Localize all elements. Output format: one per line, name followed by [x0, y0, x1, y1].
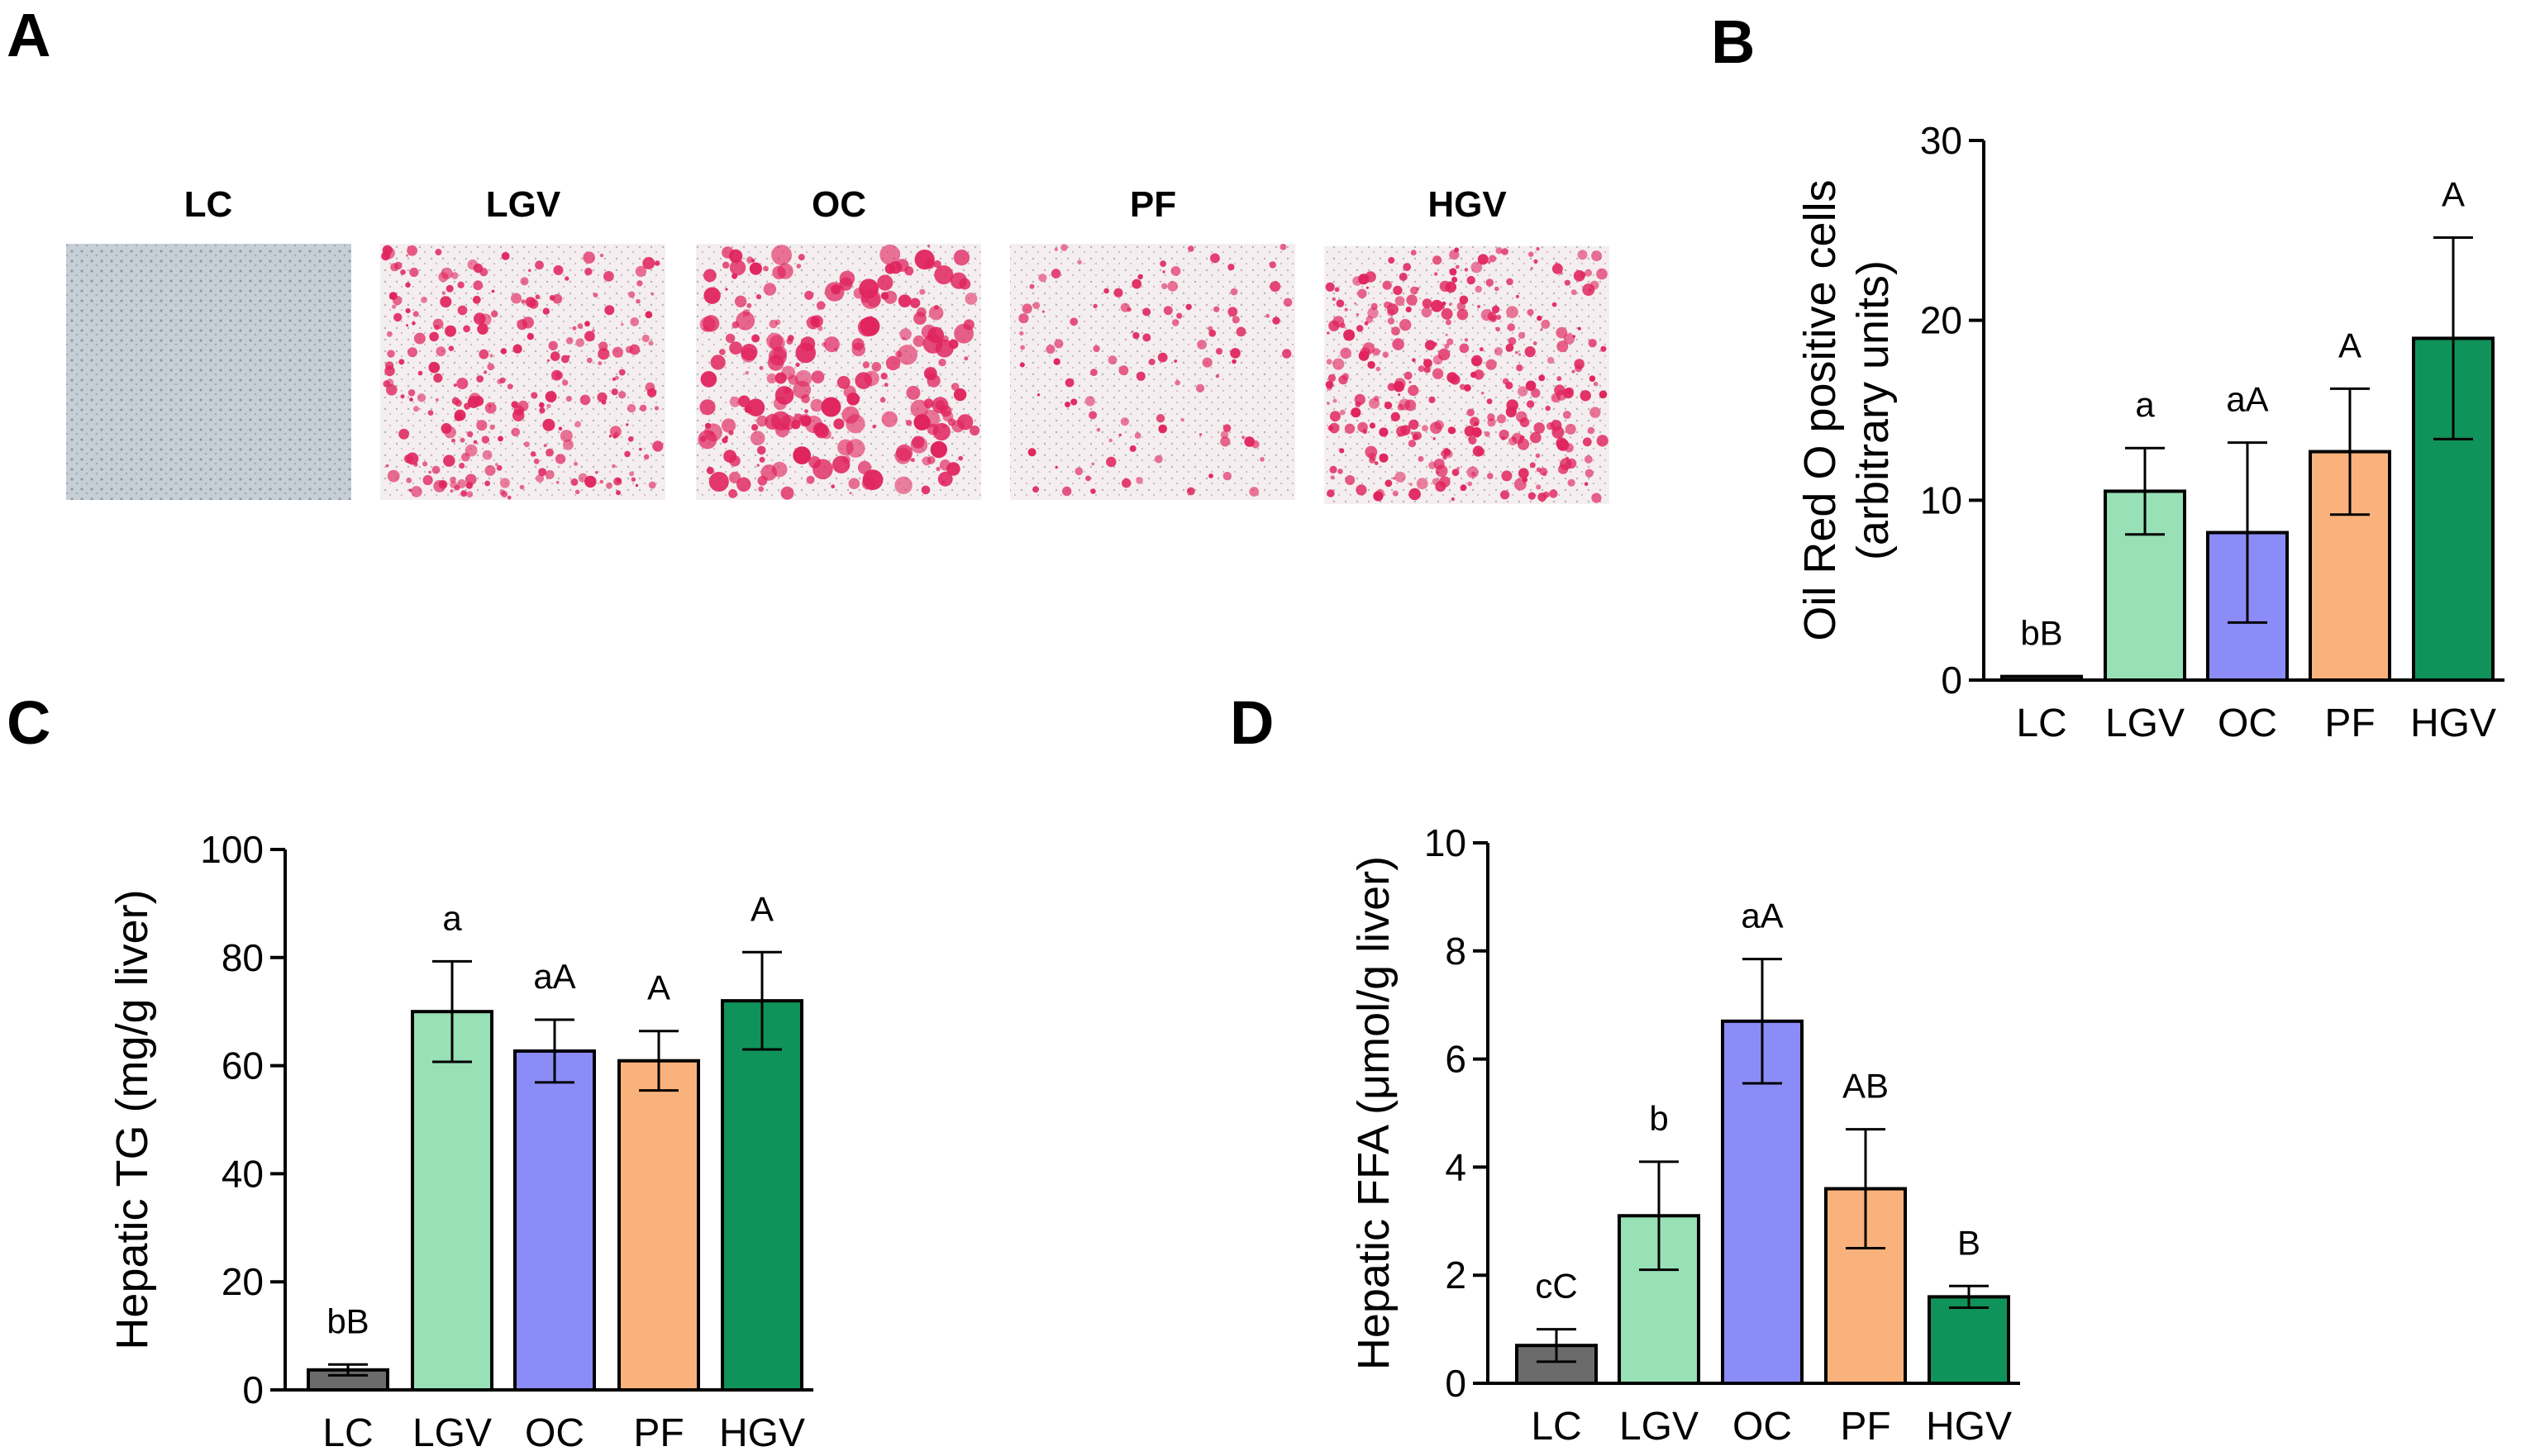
significance-label: A [647, 968, 670, 1007]
panel-letter-a: A [7, 1, 50, 69]
y-tick-label: 6 [1445, 1038, 1466, 1081]
micrograph-label-lc: LC [184, 184, 233, 225]
significance-label: A [2442, 175, 2465, 214]
chart-c: 0 20 40 60 80 100 Hepatic TG (mg/g liver) bB LC a… [107, 828, 813, 1455]
panel-letter-c: C [7, 688, 50, 757]
panel-letter-b: B [1711, 7, 1755, 76]
significance-label: aA [533, 957, 575, 996]
bar-lc [2000, 674, 2083, 683]
y-tick-label: 0 [1941, 659, 1962, 702]
x-category-label: LGV [2105, 702, 2185, 745]
significance-label: B [1957, 1223, 1980, 1262]
significance-label: bB [326, 1301, 369, 1340]
x-category-label: HGV [1926, 1405, 2012, 1449]
x-category-label: HGV [2410, 702, 2496, 745]
y-axis-title: Hepatic FFA (μmol/g liver) [1349, 856, 1399, 1370]
y-tick-label: 0 [1445, 1362, 1466, 1405]
y-tick-label: 20 [222, 1260, 264, 1303]
y-tick-label: 0 [242, 1368, 264, 1411]
bar-hgv [721, 999, 803, 1392]
micrograph-oc [696, 244, 981, 500]
significance-label: aA [2226, 380, 2268, 419]
x-category-label: OC [2218, 702, 2277, 745]
y-tick-label: 100 [200, 828, 264, 871]
x-category-label: OC [525, 1411, 584, 1455]
significance-label: b [1649, 1099, 1668, 1138]
significance-label: AB [1842, 1067, 1889, 1106]
y-axis-title: Hepatic TG (mg/g liver) [107, 889, 157, 1349]
micrograph-label-oc: OC [812, 184, 866, 225]
x-category-label: LC [322, 1411, 373, 1455]
y-tick-label: 30 [1920, 119, 1962, 162]
x-category-label: LGV [412, 1411, 492, 1455]
panel-a-micrographs: LC LGV OC PF HGV [66, 184, 1609, 504]
panel-letter-d: D [1230, 688, 1274, 757]
x-category-label: LGV [1619, 1405, 1699, 1449]
bar-oc [513, 1049, 596, 1392]
y-tick-label: 8 [1445, 930, 1466, 973]
significance-label: a [2135, 385, 2155, 424]
y-tick-label: 10 [1920, 478, 1962, 521]
y-axis-title: Oil Red O positive cells [1795, 179, 1845, 640]
y-tick-label: 4 [1445, 1145, 1466, 1188]
micrograph-label-lgv: LGV [486, 184, 561, 225]
bar-pf [617, 1059, 700, 1392]
significance-label: A [751, 889, 774, 928]
micrograph-label-pf: PF [1130, 184, 1176, 225]
x-category-label: PF [2324, 702, 2375, 745]
x-category-label: HGV [719, 1411, 805, 1455]
significance-label: a [442, 898, 462, 937]
micrograph-pf [1010, 244, 1295, 500]
significance-label: aA [1741, 897, 1783, 935]
micrograph-lc [66, 244, 351, 500]
significance-label: cC [1535, 1267, 1577, 1306]
x-category-label: PF [633, 1411, 684, 1455]
micrograph-hgv [1324, 246, 1609, 504]
y-tick-label: 60 [222, 1044, 264, 1087]
y-tick-label: 10 [1424, 821, 1466, 864]
x-category-label: OC [1732, 1405, 1792, 1449]
x-category-label: LC [2016, 702, 2066, 745]
chart-b: 0 10 20 30 Oil Red O positive cells (arbitrar… [1795, 119, 2504, 745]
chart-d: 0 2 4 6 8 10 Hepatic FFA (μmol/g liver) cC LC b LG… [1349, 821, 2020, 1449]
micrograph-label-hgv: HGV [1427, 184, 1507, 225]
significance-label: bB [2020, 614, 2062, 653]
x-category-label: LC [1531, 1405, 1581, 1449]
significance-label: A [2338, 326, 2361, 364]
bar-lgv [411, 1010, 493, 1392]
bar-hgv [1928, 1295, 2010, 1385]
micrograph-lgv [380, 244, 665, 500]
y-tick-label: 20 [1920, 299, 1962, 342]
x-category-label: PF [1840, 1405, 1890, 1449]
y-tick-label: 80 [222, 936, 264, 979]
y-tick-label: 2 [1445, 1254, 1466, 1297]
y-axis-title: (arbitrary units) [1848, 260, 1898, 560]
y-tick-label: 40 [222, 1152, 264, 1195]
